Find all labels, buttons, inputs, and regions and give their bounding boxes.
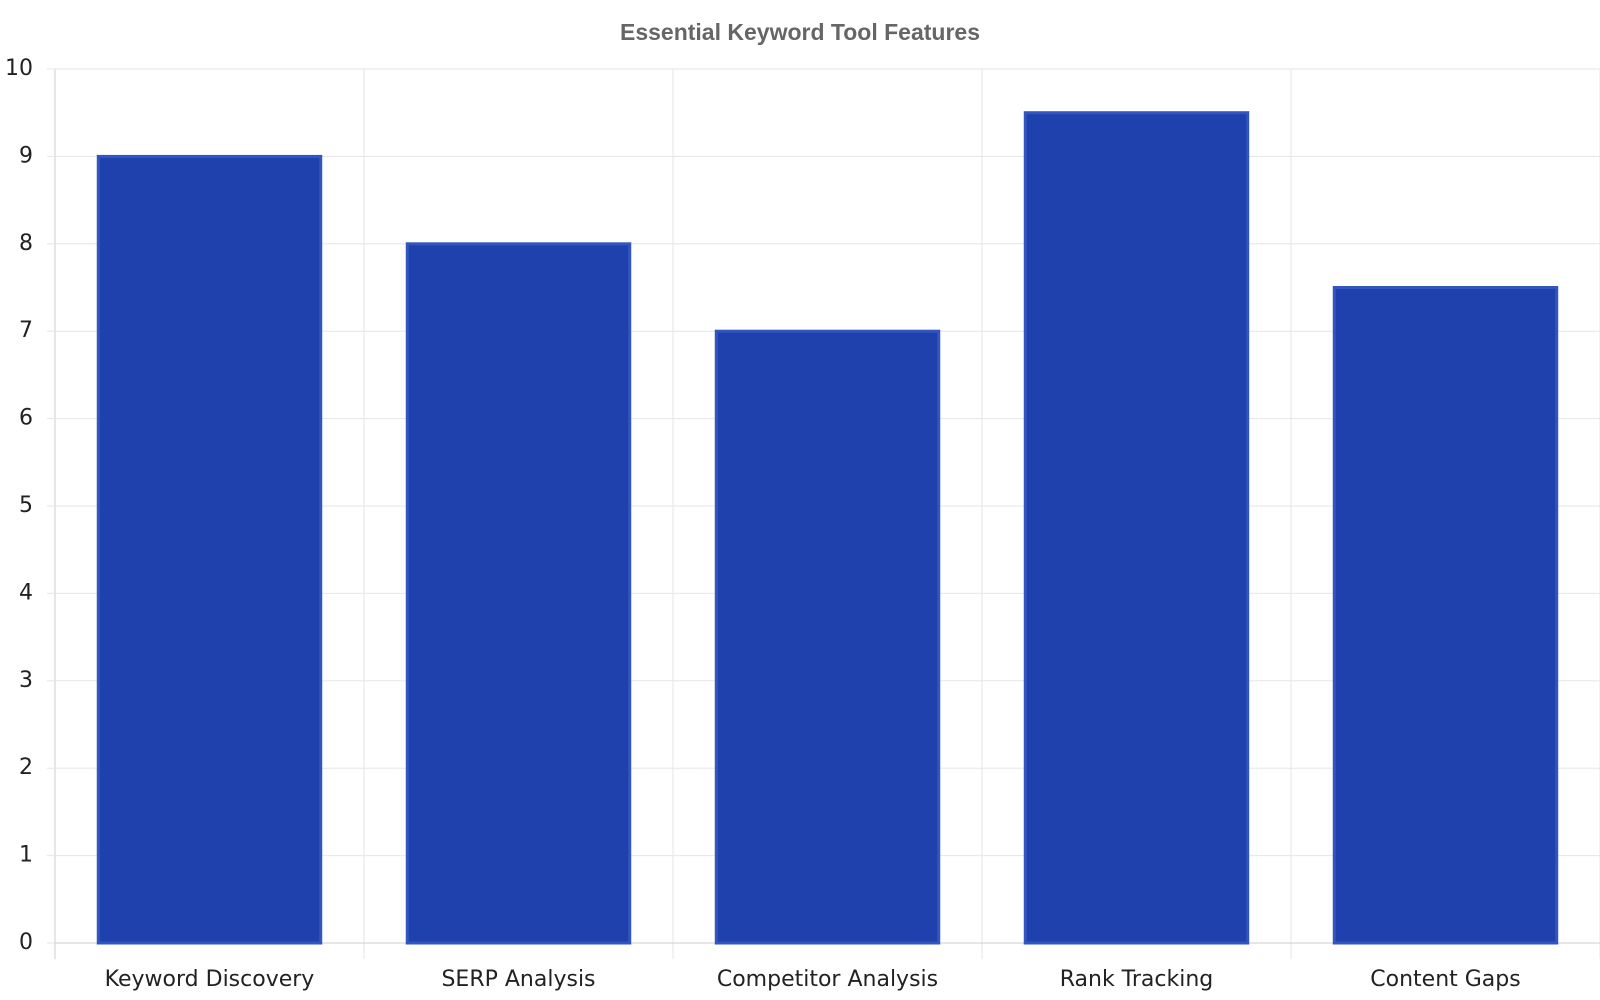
bar: [1023, 111, 1250, 945]
x-tick-label: Rank Tracking: [1060, 967, 1214, 992]
y-tick-label: 7: [19, 318, 33, 343]
y-tick-label: 10: [5, 56, 33, 81]
bar: [714, 329, 941, 945]
y-tick-label: 5: [19, 493, 33, 518]
y-tick-label: 4: [19, 580, 33, 605]
y-tick-label: 1: [19, 843, 33, 868]
bar: [1332, 286, 1559, 945]
y-tick-label: 9: [19, 143, 33, 168]
chart-title: Essential Keyword Tool Features: [620, 19, 980, 45]
bar: [96, 154, 323, 945]
x-tick-label: SERP Analysis: [441, 967, 595, 992]
x-tick-label: Content Gaps: [1370, 967, 1520, 992]
x-tick-label: Competitor Analysis: [717, 967, 938, 992]
y-tick-label: 0: [19, 930, 33, 955]
y-tick-label: 2: [19, 755, 33, 780]
x-tick-label: Keyword Discovery: [105, 967, 315, 992]
bar: [405, 242, 632, 945]
y-tick-label: 8: [19, 231, 33, 256]
y-tick-label: 6: [19, 406, 33, 431]
y-tick-label: 3: [19, 668, 33, 693]
